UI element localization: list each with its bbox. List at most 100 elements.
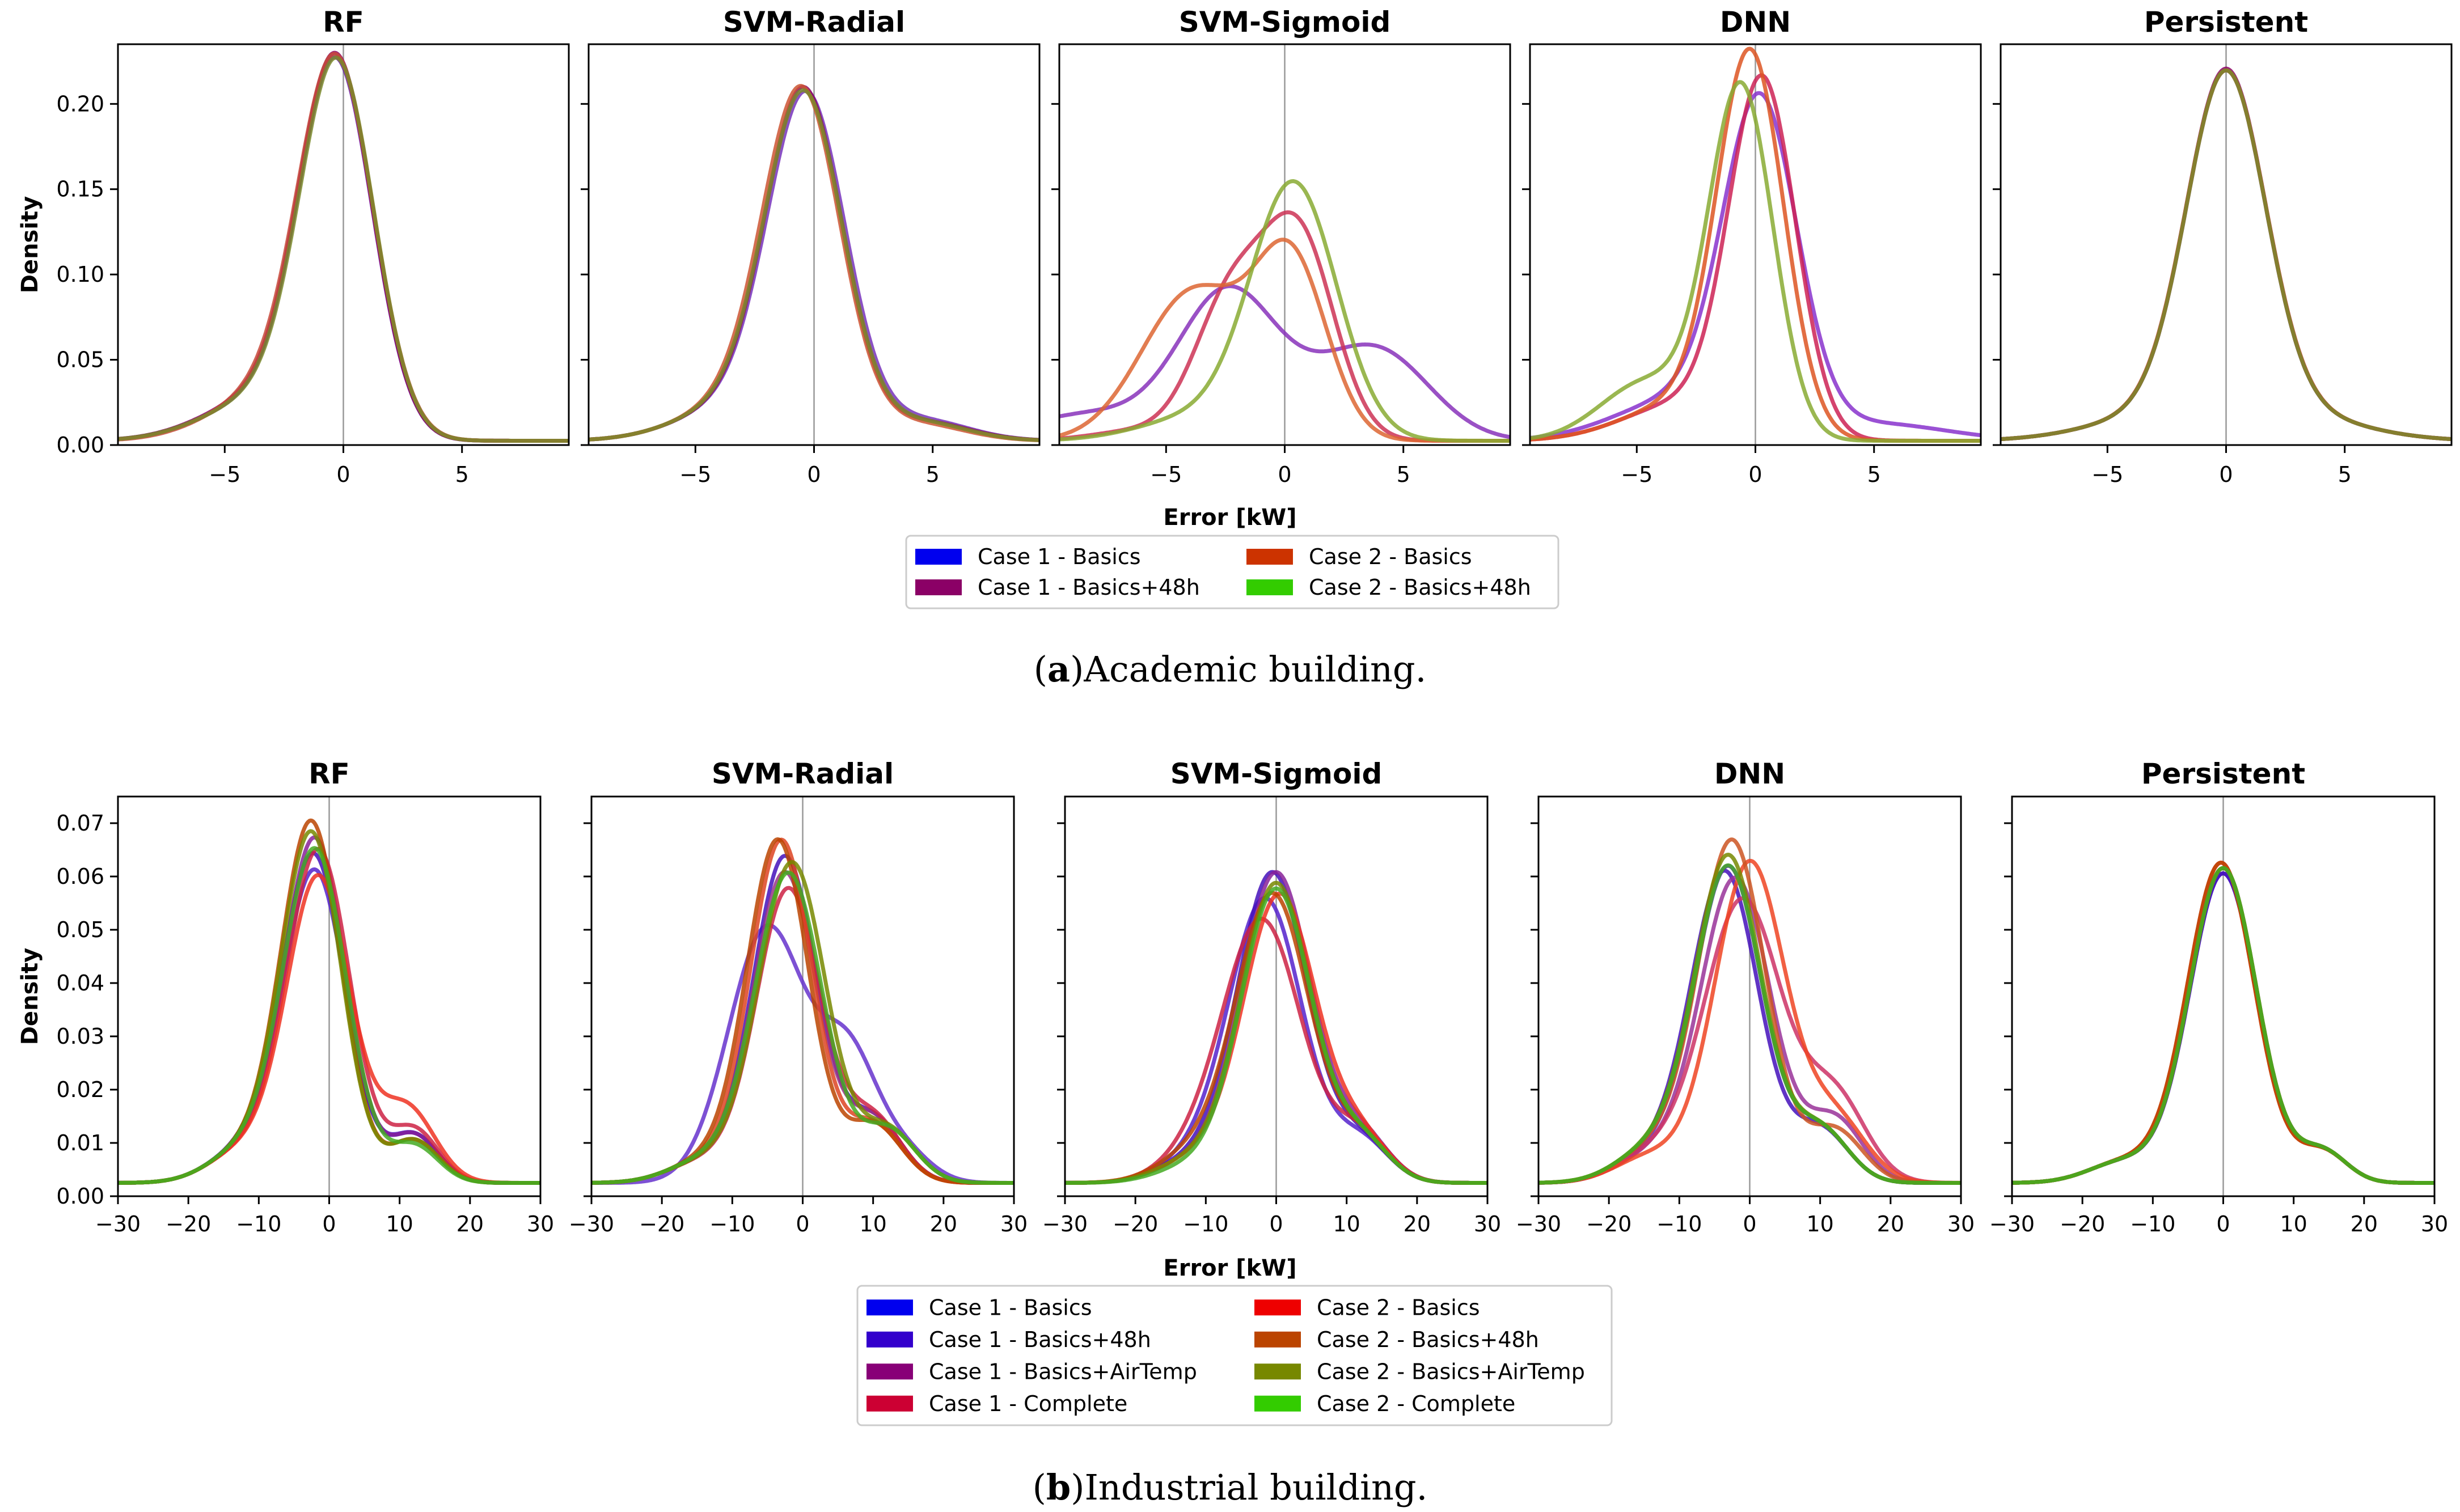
legend-entry-label: Case 2 - Basics bbox=[1309, 544, 1472, 569]
x-tick-label: 0 bbox=[807, 462, 821, 487]
legend-swatch bbox=[915, 579, 962, 595]
y-tick-label: 0.20 bbox=[56, 91, 104, 116]
caption-text: Academic building. bbox=[1083, 649, 1426, 690]
x-tick-label: −20 bbox=[1113, 1212, 1158, 1236]
series-group bbox=[1538, 837, 1961, 1185]
x-tick-label: −5 bbox=[2091, 462, 2123, 487]
panel-b: RF −30 −20 −10 0 10 20 30 0.00 0.01 0.02 0.03 0.04 0.… bbox=[17, 757, 2448, 1508]
series-line-4 bbox=[1059, 179, 1510, 443]
panel-a: RF −5 0 5 0.00 0.05 0.10 0.15 0.20 SVM-Radial −5 0 5… bbox=[17, 6, 2453, 690]
caption-paren-close: ) bbox=[1070, 649, 1084, 690]
series-line-1 bbox=[591, 923, 1014, 1185]
series-group bbox=[118, 818, 540, 1185]
series-group bbox=[1065, 870, 1487, 1185]
y-tick-label: 0.07 bbox=[56, 811, 104, 836]
legend-swatch bbox=[915, 549, 962, 565]
x-tick-label: −30 bbox=[1516, 1212, 1561, 1236]
x-tick-label: −30 bbox=[95, 1212, 141, 1236]
series-line-8 bbox=[1065, 886, 1487, 1185]
legend-entry-label: Case 1 - Basics+48h bbox=[978, 575, 1200, 600]
x-tick-label: 0 bbox=[1269, 1212, 1283, 1236]
subplot-title: DNN bbox=[1714, 757, 1785, 790]
y-tick-label: 0.10 bbox=[56, 262, 104, 287]
subplot-title: RF bbox=[308, 757, 350, 790]
legend-entry-label: Case 2 - Basics+48h bbox=[1317, 1327, 1539, 1352]
series-group bbox=[2001, 66, 2451, 441]
panel-caption: (a)Academic building. bbox=[1034, 649, 1427, 690]
legend-entry-label: Case 1 - Basics bbox=[929, 1295, 1092, 1320]
x-tick-label: 10 bbox=[1806, 1212, 1833, 1236]
x-tick-label: −30 bbox=[569, 1212, 614, 1236]
x-tick-label: 30 bbox=[1947, 1212, 1975, 1236]
x-tick-label: −30 bbox=[1042, 1212, 1088, 1236]
legend-swatch bbox=[1254, 1299, 1301, 1316]
x-tick-label: 30 bbox=[527, 1212, 554, 1236]
legend-swatch bbox=[867, 1395, 913, 1412]
series-line-4 bbox=[118, 56, 569, 443]
subplot-svm-radial: SVM-Radial −5 0 5 bbox=[581, 6, 1041, 487]
x-tick-label: 0 bbox=[322, 1212, 336, 1236]
y-tick-label: 0.03 bbox=[56, 1024, 104, 1049]
x-tick-label: −20 bbox=[1586, 1212, 1631, 1236]
x-tick-label: 0 bbox=[2219, 462, 2233, 487]
x-tick-label: −10 bbox=[1183, 1212, 1228, 1236]
x-tick-label: −5 bbox=[1150, 462, 1182, 487]
series-line-5 bbox=[1538, 858, 1961, 1185]
series-group bbox=[591, 837, 1014, 1185]
series-line-4 bbox=[1530, 80, 1981, 443]
legend-swatch bbox=[1254, 1395, 1301, 1412]
x-tick-label: 20 bbox=[457, 1212, 484, 1236]
series-line-1 bbox=[1530, 91, 1981, 440]
series-group bbox=[1059, 179, 1510, 443]
subplot-dnn: DNN −30 −20 −10 0 10 20 30 bbox=[1516, 757, 1975, 1236]
x-tick-label: 30 bbox=[2421, 1212, 2448, 1236]
legend-swatch bbox=[1246, 579, 1293, 595]
x-tick-label: 0 bbox=[1743, 1212, 1756, 1236]
x-tick-label: −20 bbox=[2060, 1212, 2105, 1236]
y-axis-label: Density bbox=[17, 948, 43, 1045]
x-tick-label: −5 bbox=[1621, 462, 1652, 487]
subplot-title: DNN bbox=[1720, 6, 1791, 39]
legend-swatch bbox=[867, 1331, 913, 1348]
x-tick-label: 0 bbox=[1748, 462, 1762, 487]
series-line-4 bbox=[2001, 68, 2451, 441]
y-tick-label: 0.00 bbox=[56, 433, 104, 458]
series-line-8 bbox=[2012, 866, 2434, 1185]
x-tick-label: 20 bbox=[1404, 1212, 1431, 1236]
y-tick-label: 0.05 bbox=[56, 348, 104, 372]
subplot-dnn: DNN −5 0 5 bbox=[1522, 6, 1982, 487]
x-axis-label: Error [kW] bbox=[1163, 505, 1296, 531]
x-tick-label: 30 bbox=[1474, 1212, 1501, 1236]
y-tick-label: 0.00 bbox=[56, 1184, 104, 1209]
y-tick-label: 0.04 bbox=[56, 971, 104, 996]
y-axis-label: Density bbox=[17, 196, 43, 294]
x-tick-label: 20 bbox=[930, 1212, 957, 1236]
x-tick-label: −10 bbox=[236, 1212, 281, 1236]
legend-swatch bbox=[867, 1363, 913, 1380]
subplot-title: SVM-Sigmoid bbox=[1170, 757, 1383, 790]
legend-entry-label: Case 2 - Basics+48h bbox=[1309, 575, 1531, 600]
caption-paren-open: ( bbox=[1034, 649, 1047, 690]
legend-entry-label: Case 1 - Basics+AirTemp bbox=[929, 1359, 1197, 1384]
x-tick-label: 10 bbox=[2280, 1212, 2307, 1236]
caption-paren-close: ) bbox=[1071, 1467, 1084, 1508]
y-tick-label: 0.06 bbox=[56, 864, 104, 889]
caption-paren-open: ( bbox=[1033, 1467, 1046, 1508]
x-tick-label: 0 bbox=[1278, 462, 1291, 487]
legend-swatch bbox=[867, 1299, 913, 1316]
x-tick-label: −5 bbox=[679, 462, 711, 487]
y-tick-label: 0.05 bbox=[56, 917, 104, 942]
x-tick-label: 10 bbox=[1333, 1212, 1360, 1236]
legend-entry-label: Case 2 - Basics bbox=[1317, 1295, 1480, 1320]
x-tick-label: −30 bbox=[1989, 1212, 2035, 1236]
x-tick-label: 5 bbox=[1397, 462, 1410, 487]
legend-entry-label: Case 1 - Complete bbox=[929, 1391, 1127, 1416]
legend-entry-label: Case 1 - Basics bbox=[978, 544, 1141, 569]
subplot-rf: RF −30 −20 −10 0 10 20 30 0.00 0.01 0.02 0.03 0.04 0.… bbox=[56, 757, 554, 1236]
legend-entry-label: Case 2 - Basics+AirTemp bbox=[1317, 1359, 1585, 1384]
subplot-title: SVM-Radial bbox=[712, 757, 894, 790]
subplot-svm-radial: SVM-Radial −30 −20 −10 0 10 20 30 bbox=[569, 757, 1028, 1236]
series-group bbox=[589, 84, 1039, 442]
y-tick-label: 0.01 bbox=[56, 1130, 104, 1155]
